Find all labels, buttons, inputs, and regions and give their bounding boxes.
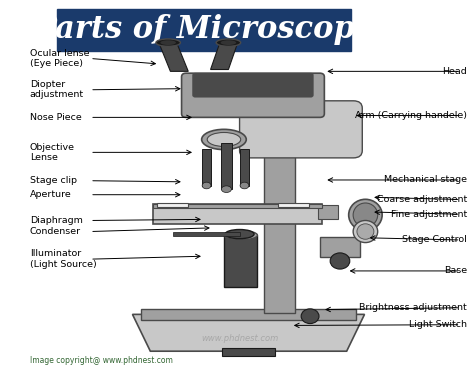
Text: Objective
Lense: Objective Lense: [30, 143, 75, 162]
Bar: [224, 235, 257, 287]
Text: Diopter
adjustment: Diopter adjustment: [30, 80, 84, 99]
Text: Condenser: Condenser: [30, 227, 81, 236]
Text: Nose Piece: Nose Piece: [30, 113, 82, 122]
Text: Arm (Carrying handele): Arm (Carrying handele): [355, 111, 467, 120]
Text: Parts of Microscope: Parts of Microscope: [33, 14, 375, 45]
Text: Aperture: Aperture: [30, 190, 71, 199]
Ellipse shape: [156, 39, 180, 46]
Text: Image copyright@ www.phdnest.com: Image copyright@ www.phdnest.com: [30, 356, 173, 365]
Bar: [318, 206, 338, 219]
Text: www.phdnest.com: www.phdnest.com: [201, 334, 278, 343]
Bar: [239, 149, 249, 186]
Bar: [153, 204, 322, 209]
FancyBboxPatch shape: [57, 9, 351, 51]
Text: Stage clip: Stage clip: [30, 176, 77, 185]
FancyBboxPatch shape: [182, 73, 324, 117]
Text: Head: Head: [442, 67, 467, 76]
Ellipse shape: [202, 182, 211, 189]
Text: Coarse adjustment: Coarse adjustment: [377, 195, 467, 204]
Bar: [222, 348, 275, 356]
Ellipse shape: [216, 39, 241, 46]
Bar: [173, 232, 239, 236]
Circle shape: [330, 253, 350, 269]
Ellipse shape: [225, 230, 254, 239]
Bar: [278, 203, 309, 207]
Circle shape: [301, 309, 319, 324]
FancyBboxPatch shape: [239, 101, 362, 158]
Ellipse shape: [201, 129, 246, 150]
Ellipse shape: [349, 199, 382, 231]
Text: Fine adjustment: Fine adjustment: [391, 210, 467, 219]
Text: Base: Base: [444, 266, 467, 275]
Ellipse shape: [160, 40, 176, 45]
Polygon shape: [132, 314, 365, 351]
Text: Light Switch: Light Switch: [409, 320, 467, 329]
Bar: [264, 128, 295, 312]
FancyBboxPatch shape: [193, 73, 313, 97]
Text: Mechanical stage: Mechanical stage: [384, 175, 467, 184]
Polygon shape: [159, 44, 188, 71]
Ellipse shape: [353, 220, 377, 243]
Ellipse shape: [207, 132, 241, 147]
Ellipse shape: [220, 40, 236, 45]
Ellipse shape: [224, 231, 257, 240]
Bar: [320, 237, 360, 257]
Bar: [141, 309, 356, 320]
Bar: [153, 204, 322, 224]
Text: Brightness adjustment: Brightness adjustment: [359, 303, 467, 312]
Text: Diaphragm: Diaphragm: [30, 216, 83, 225]
Bar: [221, 143, 232, 189]
Bar: [201, 149, 211, 186]
Ellipse shape: [240, 182, 249, 189]
Text: Ocular lense
(Eye Piece): Ocular lense (Eye Piece): [30, 49, 89, 68]
Polygon shape: [210, 44, 237, 69]
Ellipse shape: [357, 224, 374, 239]
Ellipse shape: [221, 186, 231, 193]
Bar: [157, 203, 188, 207]
Text: Stage Control: Stage Control: [403, 236, 467, 244]
Ellipse shape: [353, 203, 377, 227]
Text: Illuminator
(Light Source): Illuminator (Light Source): [30, 249, 96, 269]
